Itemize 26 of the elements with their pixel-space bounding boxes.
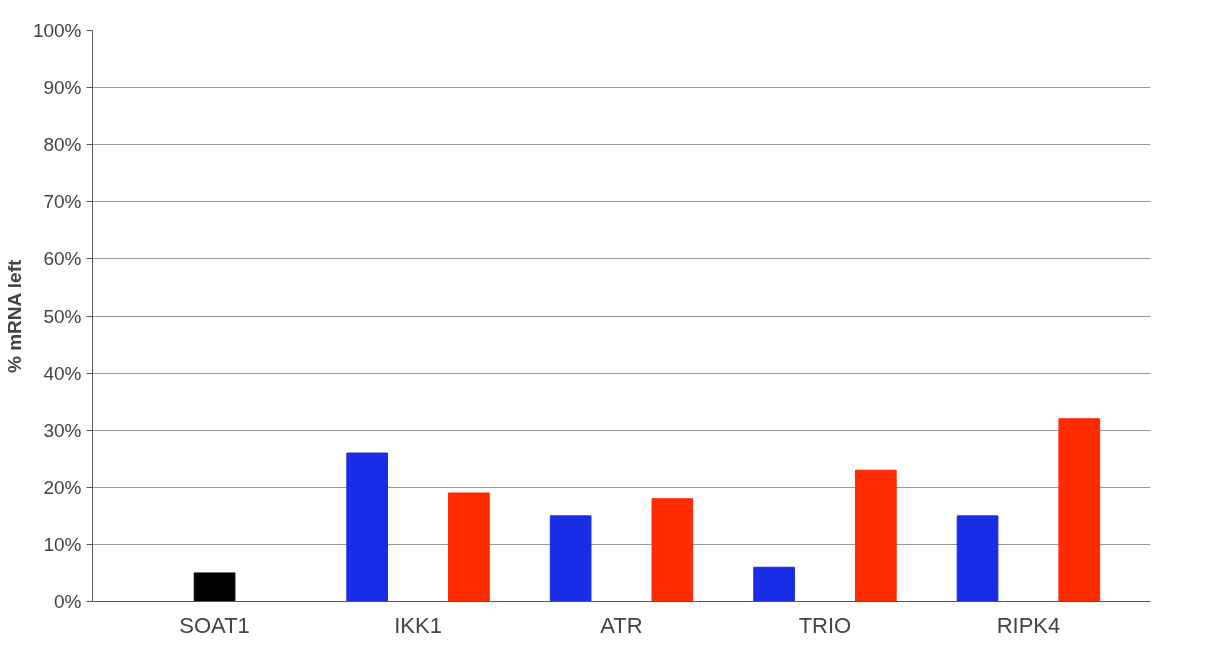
- bar: [956, 515, 999, 602]
- y-tick-label: 60%: [43, 248, 82, 270]
- x-tick-label: TRIO: [798, 612, 852, 638]
- bar: [854, 469, 897, 602]
- bar: [1058, 418, 1101, 602]
- bar: [448, 492, 490, 602]
- y-tick-label: 100%: [32, 20, 82, 41]
- y-tick-label: 70%: [43, 191, 82, 213]
- bar: [753, 566, 795, 602]
- x-tick-label: ATR: [600, 612, 643, 638]
- x-tick-label: RIPK4: [996, 612, 1061, 638]
- y-tick-label: 30%: [43, 419, 82, 441]
- y-tick-label: 90%: [43, 77, 82, 99]
- y-tick-label: 40%: [43, 362, 82, 384]
- x-tick-label: SOAT1: [179, 612, 250, 638]
- y-tick-label: 0%: [54, 591, 82, 612]
- y-tick-label: 50%: [43, 305, 82, 327]
- bar: [193, 572, 236, 602]
- bar: [346, 452, 389, 602]
- y-axis-title: % mRNA left: [3, 259, 25, 373]
- y-tick-label: 80%: [43, 134, 82, 156]
- bar: [651, 498, 694, 602]
- x-tick-label: IKK1: [394, 612, 442, 638]
- y-tick-label: 20%: [43, 476, 82, 498]
- y-tick-label: 10%: [43, 533, 82, 555]
- bar: [549, 515, 592, 602]
